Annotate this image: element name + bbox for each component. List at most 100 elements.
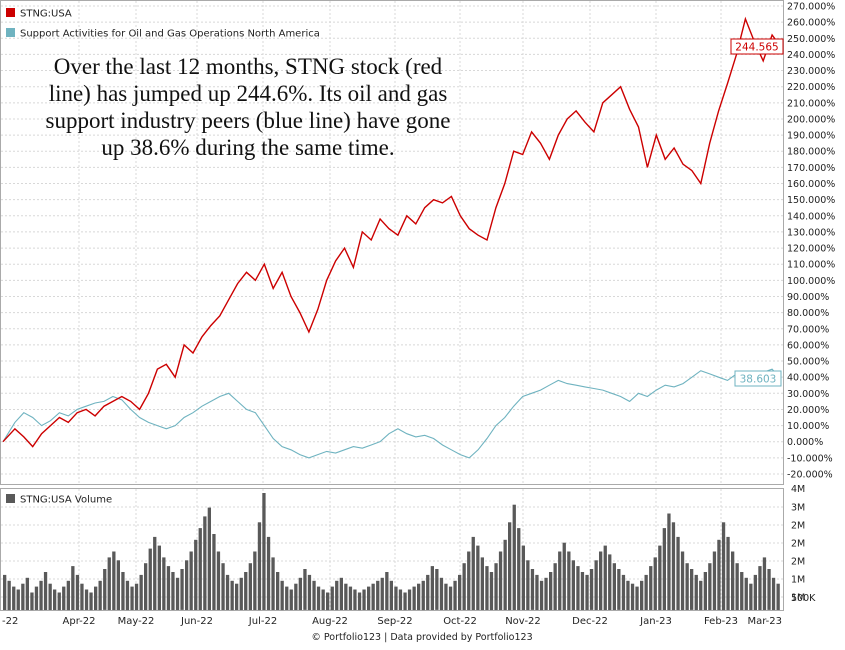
volume-y-tick-label: 2M	[791, 521, 805, 532]
x-tick-label: Feb-23	[704, 616, 738, 627]
volume-bar	[721, 522, 726, 611]
volume-bar	[194, 539, 198, 610]
volume-bar	[221, 563, 225, 610]
volume-bar	[776, 583, 780, 610]
volume-bar	[403, 592, 407, 611]
volume-bar	[426, 574, 430, 610]
volume-bar	[157, 545, 161, 610]
y-tick-label: -20.000%	[787, 470, 833, 481]
volume-bar	[139, 574, 143, 610]
volume-bar	[57, 592, 61, 611]
volume-bar	[458, 574, 462, 610]
volume-bar	[212, 534, 216, 610]
y-tick-label: 210.000%	[787, 98, 835, 109]
volume-bar	[326, 592, 330, 611]
volume-bar	[658, 545, 662, 610]
legend-label-stng: STNG:USA	[20, 9, 72, 20]
legend: STNG:USA Support Activities for Oil and …	[6, 8, 320, 40]
y-tick-label: 100.000%	[787, 276, 835, 287]
volume-bar	[43, 572, 48, 610]
volume-bar	[526, 560, 530, 610]
y-tick-label: 20.000%	[787, 405, 829, 416]
volume-bar	[744, 577, 748, 610]
stng-end-label-text: 244.565	[735, 42, 778, 54]
volume-bar	[276, 572, 280, 610]
volume-bar	[444, 583, 448, 610]
volume-bar	[298, 577, 302, 610]
volume-bar	[612, 563, 616, 610]
volume-bar	[107, 557, 111, 610]
y-tick-label: 70.000%	[787, 324, 829, 335]
volume-bar	[39, 580, 43, 611]
peers-end-label-text: 38.603	[740, 374, 777, 386]
volume-bar	[289, 589, 293, 610]
x-tick-label: Jul-22	[248, 616, 277, 627]
y-tick-label: 250.000%	[787, 34, 835, 45]
volume-bar	[549, 572, 553, 610]
x-tick-label: Apr-22	[63, 616, 96, 627]
y-tick-label: 190.000%	[787, 131, 835, 142]
volume-bar	[558, 551, 562, 610]
volume-bar	[189, 551, 193, 610]
volume-legend-label: STNG:USA Volume	[20, 495, 112, 506]
volume-bar	[171, 572, 175, 610]
volume-bar	[48, 583, 52, 610]
volume-bar	[662, 528, 666, 610]
volume-bar	[667, 513, 671, 610]
volume-y-tick-label: 2M	[791, 557, 805, 568]
y-tick-label: 270.000%	[787, 2, 835, 13]
volume-legend: STNG:USA Volume	[6, 494, 112, 506]
volume-bar	[485, 566, 489, 610]
volume-bar	[180, 569, 184, 610]
volume-bar	[248, 563, 252, 610]
annotation-line-4: up 38.6% during the same time.	[101, 135, 394, 160]
volume-bar	[508, 522, 512, 611]
x-tick-label: Dec-22	[572, 616, 608, 627]
volume-bar	[3, 574, 7, 610]
y-tick-label: 50.000%	[787, 357, 829, 368]
volume-bar	[130, 586, 134, 610]
volume-bar	[439, 577, 444, 610]
volume-bar	[239, 577, 243, 610]
volume-legend-swatch	[6, 494, 15, 503]
volume-bar	[758, 566, 762, 610]
volume-bar	[344, 583, 348, 610]
volume-bars	[3, 493, 780, 611]
volume-bar	[567, 551, 571, 610]
volume-bar	[685, 563, 689, 610]
volume-bar	[448, 586, 453, 610]
stng-end-label: 244.565	[730, 38, 784, 55]
volume-bar	[75, 574, 80, 610]
volume-bar	[25, 577, 29, 610]
volume-bar	[185, 560, 189, 610]
volume-bar	[367, 586, 371, 610]
y-tick-label: 180.000%	[787, 147, 835, 158]
volume-bar	[630, 583, 635, 610]
x-tick-label: Jun-22	[180, 616, 213, 627]
volume-bar	[94, 586, 98, 610]
volume-bar	[371, 583, 375, 610]
volume-bar	[621, 574, 626, 610]
volume-bar	[676, 536, 680, 610]
volume-bar	[125, 580, 130, 611]
y-tick-label: 10.000%	[787, 421, 829, 432]
peers-end-label: 38.603	[734, 370, 782, 387]
annotation-line-1: Over the last 12 months, STNG stock (red	[54, 54, 443, 79]
volume-bar	[62, 586, 66, 610]
y-tick-label: 40.000%	[787, 373, 829, 384]
volume-bar	[589, 569, 594, 610]
volume-bar	[717, 539, 721, 610]
x-tick-label: Oct-22	[443, 616, 477, 627]
volume-bar	[539, 580, 544, 611]
volume-y-tick-label: 3M	[791, 503, 805, 514]
volume-bar	[503, 539, 507, 610]
volume-bar	[594, 560, 598, 610]
y-tick-label: 230.000%	[787, 66, 835, 77]
volume-bar	[175, 577, 180, 610]
volume-y-tick-label: 1M	[791, 575, 805, 586]
volume-bar	[553, 563, 557, 610]
volume-bar	[316, 586, 321, 610]
volume-bar	[435, 569, 439, 610]
volume-bar	[153, 536, 157, 610]
